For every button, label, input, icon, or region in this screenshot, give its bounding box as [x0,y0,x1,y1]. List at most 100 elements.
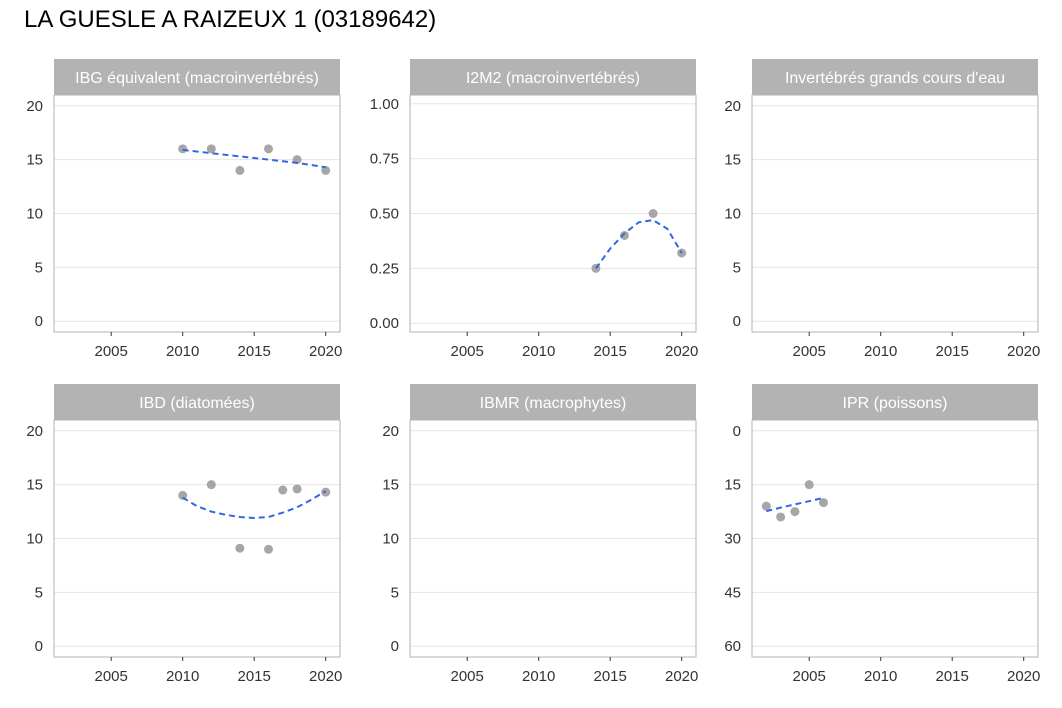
panel-frame [751,94,1039,333]
data-point [776,512,786,522]
panel-frame [409,94,697,333]
y-tick-label: 15 [382,477,399,494]
x-tick-label: 2020 [665,668,698,685]
panel-title: I2M2 (macroinvertébrés) [466,70,640,87]
x-tick-label: 2010 [522,343,555,360]
x-tick-label: 2015 [238,343,271,360]
page-title: LA GUESLE A RAIZEUX 1 (03189642) [24,6,437,33]
panel-5: IBMR (macrophytes) 0 5 10 15 20 2005 2010 2015 20… [382,384,698,685]
y-tick-label: 0.25 [370,260,399,277]
y-tick-label: 0 [733,313,741,330]
y-tick-label: 20 [724,98,741,115]
panel-strip [54,384,340,420]
data-point [178,490,188,500]
y-tick-label: 10 [26,206,43,223]
x-tick-label: 2020 [309,343,342,360]
panel-1: IBG équivalent (macroinvertébrés) 0 5 10 15 2… [26,59,342,360]
data-point [321,165,331,175]
y-tick-label: 5 [35,259,43,276]
x-tick-label: 2010 [166,343,199,360]
panel-4: IBD (diatomées) 0 5 10 15 20 2005 2010 2015 2020 [26,384,342,685]
panel-strip [54,59,340,95]
panel-title: Invertébrés grands cours d'eau [785,70,1005,87]
panel-strip [410,384,696,420]
x-tick-label: 2005 [451,668,484,685]
data-point [178,144,188,154]
y-tick-label: 0.75 [370,151,399,168]
panel-frame [409,419,697,658]
y-tick-label: 1.00 [370,96,399,113]
trend-line [182,148,326,169]
x-tick-label: 2005 [793,668,826,685]
data-point [206,480,216,490]
data-point [819,498,828,508]
panel-strip [410,59,696,95]
y-tick-label: 0.00 [370,315,399,332]
panel-2: I2M2 (macroinvertébrés) 0.00 0.25 0.50 0.75 1… [370,59,698,360]
data-point [620,230,629,240]
x-tick-label: 2005 [95,343,128,360]
y-tick-label: 5 [733,259,741,276]
y-tick-label: 30 [724,531,741,548]
panel-frame [53,419,341,658]
y-tick-label: 45 [724,584,741,601]
panel-title: IPR (poissons) [843,395,948,412]
x-tick-label: 2020 [665,343,698,360]
y-tick-label: 0 [733,423,741,440]
y-tick-label: 60 [724,638,741,655]
x-tick-label: 2005 [95,668,128,685]
panel-strip [752,59,1038,95]
x-tick-label: 2010 [864,343,897,360]
x-tick-label: 2015 [936,343,969,360]
y-tick-label: 0.50 [370,206,399,223]
y-tick-label: 20 [26,423,43,440]
y-tick-label: 15 [724,477,741,494]
panel-title: IBD (diatomées) [139,395,255,412]
data-point [761,501,771,511]
y-tick-label: 15 [724,152,741,169]
y-tick-label: 20 [382,423,399,440]
y-tick-label: 0 [35,313,43,330]
x-tick-label: 2020 [1007,343,1040,360]
data-point [235,165,245,175]
data-point [648,209,658,218]
y-tick-label: 10 [724,206,741,223]
x-tick-label: 2010 [166,668,199,685]
panel-title: IBMR (macrophytes) [480,395,627,412]
y-tick-label: 0 [35,638,43,655]
panel-frame [751,419,1039,658]
y-tick-label: 10 [26,531,43,548]
data-point [235,543,245,553]
y-tick-label: 0 [391,638,399,655]
panel-3: Invertébrés grands cours d'eau0510152020… [724,59,1040,360]
panel-title: IBG équivalent (macroinvertébrés) [75,70,319,87]
data-point [790,507,800,517]
panel-frame [53,94,341,333]
trend-line [182,490,327,520]
y-tick-label: 5 [391,584,399,601]
trend-line [595,219,683,269]
x-tick-label: 2020 [1007,668,1040,685]
x-tick-label: 2015 [936,668,969,685]
panel-strip [752,384,1038,420]
x-tick-label: 2015 [238,668,271,685]
y-tick-label: 10 [382,531,399,548]
data-point [206,144,216,154]
data-point [292,484,302,494]
x-tick-label: 2015 [594,668,627,685]
data-point [278,485,288,495]
data-point [264,144,273,154]
x-tick-label: 2015 [594,343,627,360]
x-tick-label: 2010 [522,668,555,685]
panel-6: IPR (poissons) 0 15 30 45 60 2005 2010 2015 2020 [724,384,1040,685]
y-tick-label: 20 [26,98,43,115]
x-tick-label: 2005 [451,343,484,360]
data-point [264,544,273,554]
x-tick-label: 2005 [793,343,826,360]
y-tick-label: 15 [26,477,43,494]
x-tick-label: 2010 [864,668,897,685]
y-tick-label: 5 [35,584,43,601]
x-tick-label: 2020 [309,668,342,685]
y-tick-label: 15 [26,152,43,169]
